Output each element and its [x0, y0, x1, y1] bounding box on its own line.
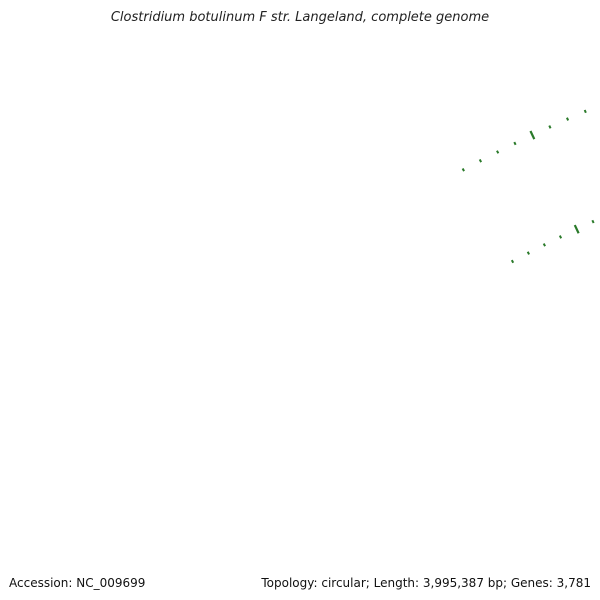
ruler-major-ticks [529, 130, 580, 234]
outer-minor-tick [461, 168, 465, 172]
ruler-minor-ticks [461, 109, 595, 264]
outer-minor-tick [496, 150, 500, 154]
inner-minor-tick [510, 259, 515, 264]
outer-minor-tick [566, 117, 570, 121]
inner-minor-tick [591, 219, 595, 224]
outer-minor-tick [513, 141, 517, 146]
map-title: Clostridium botulinum F str. Langeland, … [110, 10, 490, 25]
accession-text: Accession: NC_009699 [9, 576, 146, 590]
outer-major-tick [529, 130, 536, 140]
outer-minor-tick [548, 125, 552, 129]
inner-minor-tick [526, 251, 530, 255]
outer-minor-tick [478, 159, 483, 163]
topology-summary: Topology: circular; Length: 3,995,387 bp… [261, 576, 591, 590]
outer-minor-tick [583, 109, 587, 114]
inner-minor-tick [542, 243, 546, 247]
inner-minor-tick [558, 235, 563, 239]
inner-major-tick [573, 224, 580, 234]
